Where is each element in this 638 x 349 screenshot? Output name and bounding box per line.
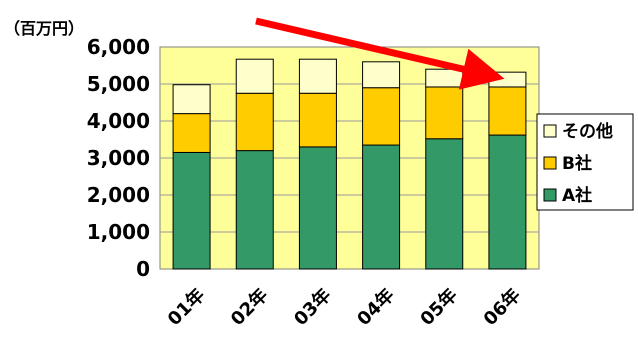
bar-segment [488,86,527,136]
x-tick-label: 02年 [226,284,272,330]
bar-segment [425,138,464,270]
y-tick-label: 2,000 [87,183,150,207]
unit-label: （百万円） [4,19,84,38]
legend-label: その他 [562,121,613,142]
bar-segment [298,146,337,270]
y-tick-label: 0 [136,257,150,281]
y-tick-label: 3,000 [87,146,150,170]
x-tick-label: 04年 [353,284,399,330]
bar-segment [172,113,211,153]
bar-segment [362,61,401,89]
bar-segment [172,151,211,270]
legend-swatch [543,188,557,202]
bar-segment [425,68,464,88]
x-tick-label: 03年 [289,284,335,330]
y-tick-label: 4,000 [87,109,150,133]
bar-segment [488,134,527,270]
legend-label: A社 [562,185,592,206]
bar-segment [298,58,337,94]
bar-segment [235,150,274,270]
x-axis-ticks: 01年 02年 03年 04年 05年 06年 [163,284,525,330]
legend-swatch [543,156,557,170]
legend-swatch [543,124,557,138]
bar-segment [235,58,274,94]
bar-segment [362,87,401,146]
bar-segment [298,92,337,148]
x-tick-label: 05年 [416,284,462,330]
bar-segment [235,92,274,152]
trend-arrow [255,17,505,90]
x-tick-label: 06年 [479,284,525,330]
y-axis-ticks: 0 1,000 2,000 3,000 4,000 5,000 6,000 [87,35,150,281]
y-tick-label: 6,000 [87,35,150,59]
bar-segment [172,84,211,115]
y-tick-label: 1,000 [87,220,150,244]
bar-segment [362,144,401,270]
bars [172,58,527,270]
legend-label: B社 [562,153,592,174]
y-tick-label: 5,000 [87,72,150,96]
bar-segment [488,71,527,88]
x-tick-label: 01年 [163,284,209,330]
legend: その他 B社 A社 [536,113,634,211]
bar-segment [425,86,464,140]
